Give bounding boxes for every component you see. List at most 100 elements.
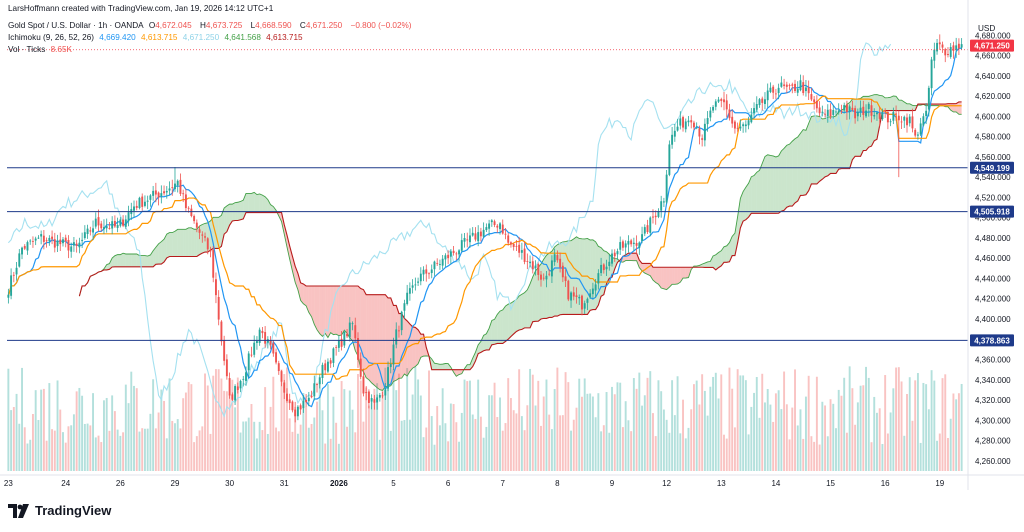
volume-bar (955, 399, 958, 471)
ichimoku-cloud-segment (246, 193, 249, 213)
candle-body (526, 261, 529, 262)
candle-body (269, 340, 272, 345)
price-tick-label: 4,340.000 (975, 376, 1011, 385)
candle-body (957, 43, 960, 49)
ichimoku-cloud-segment (710, 255, 714, 268)
ichimoku-cloud-segment (311, 285, 315, 325)
candle-body (70, 246, 73, 252)
ichimoku-lagging-line (7, 42, 892, 418)
candle-body (7, 294, 10, 298)
ichimoku-cloud-segment (505, 304, 509, 342)
ichimoku-cloud-segment (724, 245, 727, 263)
ichimoku-legend[interactable]: Ichimoku (9, 26, 52, 26) 4,669.420 4,613… (8, 33, 306, 42)
ichimoku-cloud-segment (183, 229, 186, 257)
volume-bar (925, 384, 928, 471)
volume-bar (351, 409, 354, 471)
ichimoku-cloud-segment (890, 95, 894, 111)
candle-body (764, 99, 766, 105)
tradingview-logo-icon (8, 503, 29, 518)
ichimoku-cloud-segment (827, 116, 831, 176)
volume-bar (332, 396, 335, 471)
ichimoku-cloud-segment (202, 223, 206, 254)
volume-bar (583, 378, 586, 471)
candle-body (881, 112, 884, 120)
candle-body (174, 183, 176, 190)
volume-bar (460, 412, 463, 471)
ichimoku-cloud-segment (191, 227, 195, 257)
candle-body (761, 98, 764, 103)
candle-body (378, 395, 381, 398)
volume-bar (769, 404, 772, 471)
volume-bar (829, 399, 832, 471)
volume-bar (187, 381, 190, 471)
symbol-legend[interactable]: Gold Spot / U.S. Dollar · 1h · OANDA O4,… (8, 21, 415, 30)
candle-body (570, 292, 572, 301)
candle-body (373, 399, 376, 403)
volume-bar (92, 393, 94, 471)
ichimoku-cloud-segment (956, 101, 959, 115)
ichimoku-cloud-segment (715, 252, 719, 270)
ichimoku-cloud-segment (344, 285, 348, 334)
ichimoku-cloud-segment (486, 328, 490, 350)
volume-bar (321, 410, 324, 471)
volume-bar (504, 423, 507, 471)
tradingview-logo[interactable]: TradingView (8, 503, 111, 518)
volume-bar (725, 438, 728, 471)
candle-body (45, 240, 48, 242)
volume-bar (589, 393, 592, 471)
ichimoku-cloud-segment (153, 247, 156, 267)
attribution-text: LarsHoffmann created with TradingView.co… (8, 4, 274, 13)
time-tick-label: 30 (225, 479, 234, 488)
volume-bar (772, 421, 775, 471)
ohlc-close: C4,671.250 (299, 21, 343, 30)
volume-bar (638, 372, 641, 471)
tradingview-logo-text: TradingView (35, 503, 112, 518)
volume-bar (679, 433, 682, 471)
ichimoku-cloud-segment (134, 253, 137, 267)
candle-body (357, 338, 359, 360)
volume-bar (313, 417, 316, 471)
ichimoku-cloud-segment (144, 255, 148, 267)
volume-bar (400, 420, 403, 471)
ichimoku-cloud-segment (489, 320, 492, 350)
candle-body (255, 341, 258, 344)
candle-body (149, 195, 152, 200)
volume-bar (280, 369, 283, 471)
ichimoku-cloud-segment (317, 285, 320, 334)
volume-bar (31, 414, 34, 471)
volume-bar (624, 401, 627, 471)
candle-body (430, 269, 433, 274)
candle-body (286, 393, 288, 401)
volume-bar (157, 412, 160, 471)
volume-bar (130, 371, 133, 471)
volume-bar (627, 420, 630, 471)
ichimoku-cloud-segment (308, 285, 312, 317)
ichimoku-cloud-segment (603, 250, 607, 295)
candle-body (591, 288, 594, 295)
candle-body (556, 255, 559, 261)
candle-body (739, 126, 742, 129)
candle-body (668, 144, 671, 175)
time-tick-label: 14 (771, 479, 780, 488)
candle-body (381, 395, 384, 397)
volume-bar (337, 443, 340, 471)
candle-body (709, 110, 712, 118)
volume-bar (220, 378, 223, 471)
volume-bar (373, 388, 376, 471)
candle-body (351, 323, 354, 325)
candle-body (848, 106, 851, 112)
volume-legend[interactable]: Vol · Ticks 8.65K (8, 45, 75, 54)
volume-bar (701, 374, 704, 471)
volume-bar (471, 414, 474, 471)
candle-body (403, 303, 406, 311)
ichimoku-cloud-segment (874, 94, 877, 141)
ichimoku-cloud-segment (811, 115, 815, 184)
horizontal-level-tag (970, 205, 1014, 218)
currency-label[interactable]: USD (978, 24, 996, 33)
volume-bar (18, 423, 21, 471)
volume-bar (783, 371, 786, 471)
ichimoku-cloud-segment (467, 364, 470, 370)
candle-body (780, 82, 783, 87)
volume-bar (21, 367, 23, 471)
